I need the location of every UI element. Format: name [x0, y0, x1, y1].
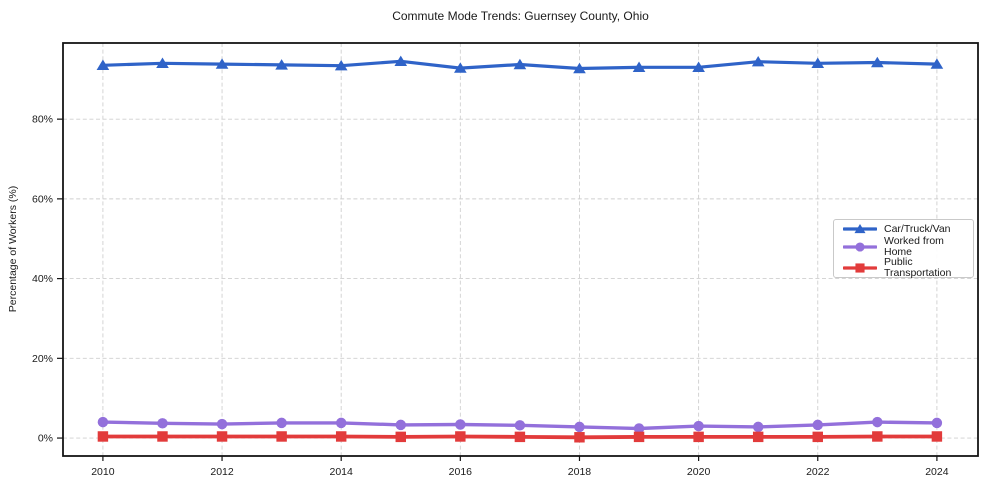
data-point-marker [930, 58, 944, 69]
x-tick-label: 2012 [210, 466, 234, 478]
y-tick-label: 20% [32, 353, 53, 365]
data-point-marker [632, 61, 646, 72]
data-point-marker [812, 431, 823, 443]
data-point-marker [812, 419, 823, 431]
data-point-marker [156, 57, 169, 69]
x-tick-label: 2018 [568, 466, 592, 478]
data-point-marker [855, 241, 865, 252]
data-point-marker [455, 419, 466, 430]
legend: Car/Truck/Van Worked from Home Public Tr… [833, 219, 974, 278]
data-point-marker [276, 417, 287, 429]
data-point-marker [751, 55, 765, 67]
data-point-marker [811, 57, 825, 69]
x-tick-label: 2010 [91, 466, 115, 478]
data-point-marker [514, 420, 526, 431]
y-tick-label: 0% [38, 433, 53, 445]
data-point-marker [215, 58, 229, 69]
data-point-marker [693, 420, 704, 432]
data-point-marker [871, 56, 884, 68]
data-point-marker [513, 58, 527, 70]
data-point-marker [157, 418, 168, 429]
data-point-marker [752, 431, 764, 443]
y-tick-label: 60% [32, 193, 53, 205]
data-point-marker [514, 431, 526, 443]
data-point-marker [216, 431, 228, 442]
legend-entry-worked-from-home: Worked from Home [843, 236, 973, 257]
data-point-marker [931, 431, 943, 442]
data-point-marker [97, 431, 109, 442]
series-worked-from-home [97, 416, 943, 434]
x-tick-label: 2016 [449, 466, 473, 478]
legend-entry-public-transportation: Public Transportation [843, 257, 973, 278]
data-point-marker [395, 419, 406, 431]
data-point-marker [574, 432, 585, 443]
x-tick-label: 2014 [330, 466, 354, 478]
data-point-marker [854, 223, 866, 234]
legend-sample-line-square-icon [843, 262, 877, 273]
data-point-marker [692, 61, 705, 72]
data-point-marker [752, 421, 764, 433]
legend-label: Car/Truck/Van [884, 222, 951, 235]
data-point-marker [574, 421, 585, 433]
data-point-marker [275, 59, 288, 70]
data-point-marker [633, 431, 645, 443]
data-point-marker [693, 431, 704, 443]
data-point-marker [573, 62, 586, 74]
x-tick-label: 2022 [806, 466, 830, 478]
legend-label: Worked from Home [884, 235, 944, 258]
data-point-marker [395, 431, 406, 443]
legend-sample-line-circle-icon [843, 241, 877, 252]
data-point-marker [872, 416, 883, 428]
legend-entry-car-truck-van: Car/Truck/Van [843, 222, 973, 236]
data-point-marker [335, 431, 347, 442]
series-public-transportation [97, 431, 943, 443]
series-car-truck-van [96, 55, 944, 74]
data-point-marker [931, 417, 943, 429]
legend-label: Public Transportation [884, 256, 952, 279]
data-point-marker [633, 423, 645, 434]
data-point-marker [855, 262, 865, 273]
data-point-marker [872, 431, 883, 442]
data-point-marker [455, 431, 466, 442]
x-tick-label: 2024 [925, 466, 949, 478]
legend-sample-line-triangle-icon [843, 223, 877, 234]
data-point-marker [335, 417, 347, 429]
data-point-marker [96, 59, 110, 70]
x-tick-label: 2020 [687, 466, 711, 478]
data-point-marker [276, 431, 287, 442]
data-point-marker [334, 59, 348, 71]
data-point-marker [454, 62, 467, 73]
y-tick-label: 80% [32, 114, 53, 126]
data-point-marker [394, 55, 408, 67]
data-point-marker [216, 418, 228, 430]
chart-title: Commute Mode Trends: Guernsey County, Oh… [392, 9, 649, 23]
y-tick-label: 40% [32, 273, 53, 285]
data-point-marker [157, 431, 168, 442]
data-point-marker [97, 416, 109, 428]
axes-border [62, 42, 979, 457]
